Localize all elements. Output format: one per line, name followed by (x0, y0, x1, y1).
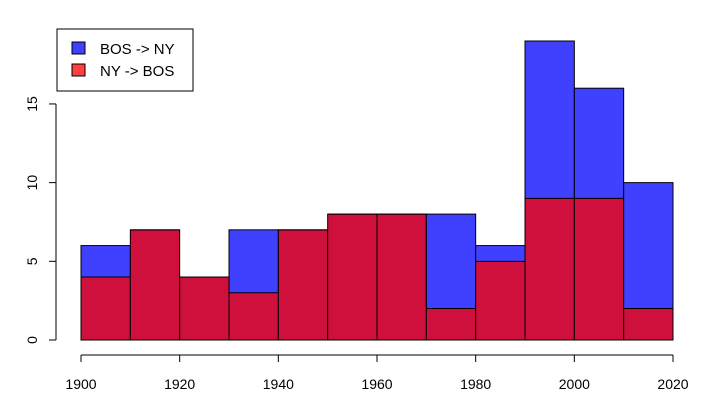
legend-swatch-bos-ny (71, 41, 86, 55)
x-axis: 1900 1920 1940 1960 1980 2000 2020 (65, 354, 689, 392)
x-tick-label: 2020 (657, 376, 688, 392)
x-tick-label: 1900 (65, 376, 96, 392)
x-tick-label: 1980 (460, 376, 491, 392)
legend-swatch-ny-bos (71, 63, 86, 77)
x-tick-label: 1940 (263, 376, 294, 392)
y-tick-label: 5 (24, 257, 40, 265)
histogram-bar-overlap (81, 277, 131, 340)
histogram-bar-overlap (475, 261, 525, 340)
x-tick-label: 2000 (559, 376, 590, 392)
legend-label-ny-bos: NY -> BOS (100, 63, 174, 80)
bars-layer (80, 40, 674, 341)
x-tick-label: 1920 (164, 376, 195, 392)
y-tick-label: 15 (24, 96, 40, 112)
histogram-bar-top (81, 245, 131, 278)
histogram-bar-overlap (377, 214, 427, 340)
histogram-bar-overlap (426, 308, 476, 340)
histogram-bar-top (525, 41, 575, 199)
y-axis: 0 5 10 15 (24, 96, 57, 344)
y-tick-label: 10 (24, 175, 40, 191)
histogram-bar-overlap (574, 198, 624, 340)
histogram-bar-top (623, 182, 673, 309)
histogram-bar-top (426, 214, 476, 309)
histogram-bar-overlap (278, 229, 328, 340)
histogram-bar-outline (623, 182, 674, 341)
y-tick-label: 0 (24, 336, 40, 344)
histogram-bar-top (475, 245, 525, 262)
histogram-bar-top (574, 88, 624, 199)
histogram-bar-overlap (327, 214, 377, 340)
histogram-bar-overlap (229, 292, 279, 340)
legend: BOS -> NY NY -> BOS (56, 28, 194, 92)
x-tick-label: 1960 (361, 376, 392, 392)
histogram-bar-overlap (179, 277, 229, 340)
histogram-bar-top (229, 229, 279, 293)
legend-label-bos-ny: BOS -> NY (100, 41, 175, 58)
histogram-bar-overlap (130, 229, 180, 340)
histogram-bar-overlap (525, 198, 575, 340)
legend-box (56, 28, 194, 92)
histogram-bar-overlap (623, 308, 673, 340)
